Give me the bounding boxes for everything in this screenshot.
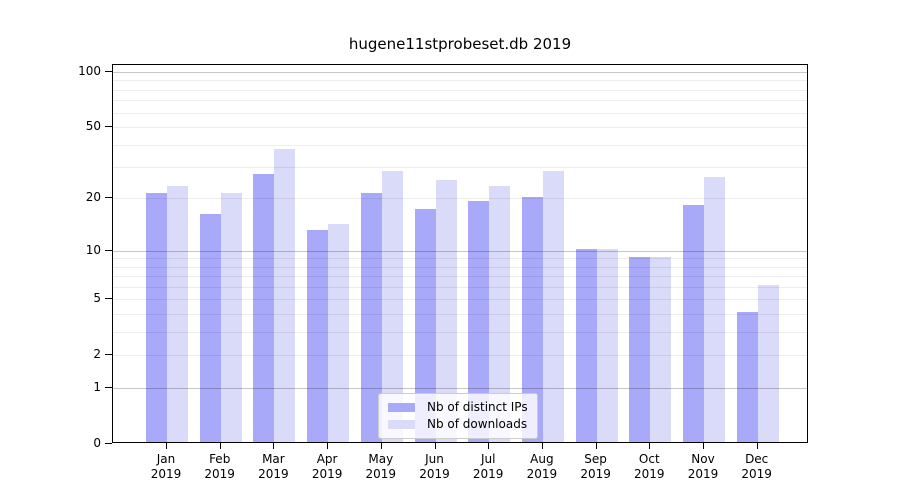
y-tick-mark [105, 71, 112, 72]
x-tick-mark [166, 443, 167, 449]
legend-row-distinct-ips: Nb of distinct IPs [388, 399, 528, 416]
gridline [113, 387, 807, 389]
bar-distinct-ips [253, 173, 275, 442]
y-tick-label: 100 [78, 64, 101, 78]
legend-swatch-distinct-ips [388, 403, 415, 412]
gridline [113, 258, 807, 260]
x-tick-label: May 2019 [365, 452, 397, 481]
bar-downloads [167, 186, 188, 442]
x-tick-label: Aug 2019 [526, 452, 558, 481]
y-tick-label: 10 [85, 242, 101, 257]
x-tick-mark [595, 443, 597, 449]
bar-downloads [596, 249, 618, 442]
x-tick-mark [327, 443, 329, 449]
legend-label-downloads: Nb of downloads [427, 417, 528, 431]
y-tick-label: 20 [85, 190, 101, 205]
x-tick-label: Nov 2019 [687, 452, 719, 481]
bar-downloads [220, 193, 242, 442]
bar-distinct-ips [307, 229, 329, 442]
x-tick-mark [756, 443, 758, 449]
x-tick-mark [273, 443, 275, 449]
gridline [113, 127, 807, 128]
legend-row-downloads: Nb of downloads [388, 416, 528, 433]
y-tick-mark [105, 386, 112, 388]
gridline [113, 112, 807, 114]
x-tick-label: Dec 2019 [741, 452, 772, 481]
bar-downloads [435, 179, 457, 442]
y-tick-mark [105, 442, 112, 444]
bar-distinct-ips [360, 193, 382, 442]
x-tick-mark [541, 443, 543, 449]
gridline [113, 80, 807, 82]
gridline [113, 144, 807, 146]
x-tick-label: Jul 2019 [472, 452, 504, 481]
bar-downloads [650, 256, 672, 442]
bar-distinct-ips [575, 249, 597, 442]
y-tick-mark [105, 354, 112, 356]
gridline [113, 331, 807, 333]
bar-downloads [704, 176, 725, 442]
x-tick-mark [488, 443, 490, 449]
bar-distinct-ips [414, 209, 436, 442]
gridline [113, 355, 807, 357]
y-tick-mark [105, 197, 112, 199]
legend: Nb of distinct IPs Nb of downloads [378, 393, 538, 439]
gridline [113, 299, 807, 301]
gridline [113, 100, 807, 102]
gridline [113, 72, 807, 73]
x-tick-mark [219, 443, 221, 449]
gridline [113, 167, 807, 169]
plot-area [112, 64, 808, 443]
bar-distinct-ips [629, 256, 651, 442]
y-tick-label: 1 [93, 379, 101, 394]
legend-label-distinct-ips: Nb of distinct IPs [427, 400, 528, 414]
x-tick-mark [649, 443, 651, 449]
y-tick-label: 2 [93, 347, 101, 362]
y-tick-mark [105, 298, 112, 300]
y-tick-label: 0 [93, 435, 101, 450]
gridline [113, 250, 807, 252]
bar-downloads [328, 224, 350, 442]
bar-distinct-ips [146, 193, 167, 442]
x-tick-mark [434, 443, 436, 449]
x-tick-label: Jun 2019 [419, 452, 450, 481]
x-tick-mark [703, 443, 704, 449]
y-tick-label: 5 [93, 291, 101, 306]
bar-distinct-ips [521, 196, 543, 442]
x-tick-label: Mar 2019 [258, 452, 289, 481]
bar-downloads [542, 170, 564, 442]
x-tick-label: Apr 2019 [311, 452, 343, 481]
x-tick-label: Feb 2019 [204, 452, 235, 481]
gridline [113, 286, 807, 288]
y-tick-mark [105, 126, 112, 127]
bar-downloads [274, 149, 296, 442]
chart-title: hugene11stprobeset.db 2019 [348, 35, 572, 53]
legend-swatch-downloads [388, 420, 415, 429]
gridline [113, 198, 807, 200]
gridline [113, 89, 807, 91]
gridline [113, 266, 807, 268]
x-tick-label: Jan 2019 [150, 452, 182, 481]
x-tick-label: Oct 2019 [634, 452, 665, 481]
bar-distinct-ips [199, 213, 221, 442]
x-tick-label: Sep 2019 [580, 452, 611, 481]
gridline [113, 276, 807, 278]
gridline [113, 313, 807, 315]
bar-downloads [757, 285, 779, 442]
y-tick-label: 50 [85, 119, 101, 133]
y-tick-mark [105, 249, 112, 251]
x-tick-mark [380, 443, 382, 449]
bar-downloads [489, 186, 511, 442]
bar-distinct-ips [736, 312, 758, 442]
bar-distinct-ips [468, 200, 490, 442]
bar-downloads [381, 170, 403, 442]
bar-distinct-ips [683, 205, 704, 442]
